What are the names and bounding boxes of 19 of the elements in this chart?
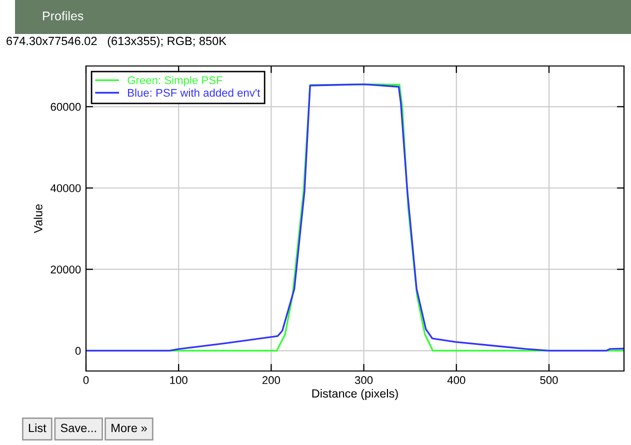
x-tick-label: 400: [447, 376, 466, 384]
text: More »: [112, 424, 147, 432]
y-tick-label: 40000: [50, 184, 81, 192]
text: Save...: [60, 424, 96, 432]
x-tick-label: 200: [262, 376, 280, 384]
text: List: [28, 423, 46, 432]
x-tick-label: 0: [83, 376, 89, 384]
x-tick-label: 300: [354, 376, 373, 384]
y-tick-label: 0: [75, 346, 81, 355]
x-axis-title: Distance (pixels): [312, 388, 398, 400]
chart-title: Profiles: [43, 11, 84, 20]
y-tick-label: 60000: [50, 102, 81, 111]
legend-label: Green: Simple PSF: [128, 76, 222, 86]
legend-label: Blue: PSF with added env't: [128, 88, 260, 97]
x-tick-label: 500: [540, 376, 558, 384]
x-tick-label: 100: [170, 376, 188, 384]
chart-subtitle: 674.30x77546.02 (613x355); RGB; 850K: [6, 36, 226, 48]
y-tick-label: 20000: [50, 266, 81, 274]
y-axis-title: Value: [34, 204, 42, 234]
